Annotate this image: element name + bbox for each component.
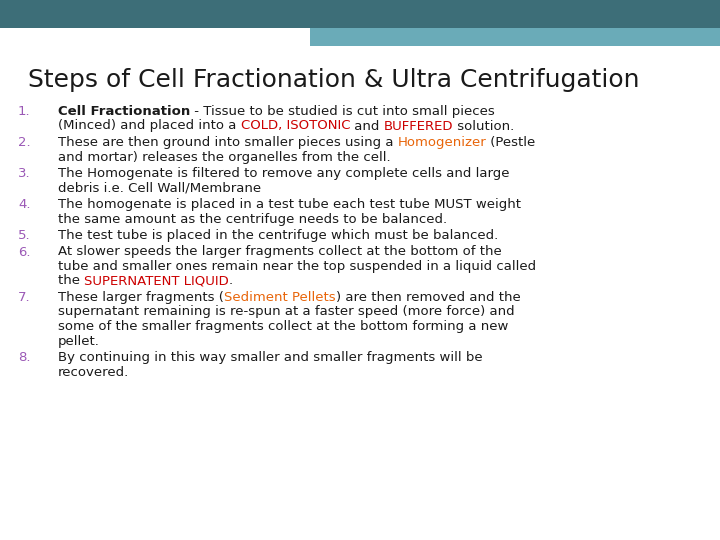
Bar <box>0 0 720 28</box>
Text: recovered.: recovered. <box>58 366 130 379</box>
Text: some of the smaller fragments collect at the bottom forming a new: some of the smaller fragments collect at… <box>58 320 508 333</box>
Text: (Pestle: (Pestle <box>487 136 536 149</box>
Text: BUFFERED: BUFFERED <box>384 119 454 132</box>
Text: solution.: solution. <box>454 119 515 132</box>
Text: Cell Fractionation: Cell Fractionation <box>58 105 190 118</box>
Text: the: the <box>58 274 84 287</box>
Text: pellet.: pellet. <box>58 334 100 348</box>
Text: tube and smaller ones remain near the top suspended in a liquid called: tube and smaller ones remain near the to… <box>58 260 536 273</box>
Text: By continuing in this way smaller and smaller fragments will be: By continuing in this way smaller and sm… <box>58 351 482 364</box>
Text: These are then ground into smaller pieces using a: These are then ground into smaller piece… <box>58 136 397 149</box>
Bar <box>310 28 720 46</box>
Text: These larger fragments (: These larger fragments ( <box>58 291 224 304</box>
Text: and: and <box>350 119 384 132</box>
Text: the same amount as the centrifuge needs to be balanced.: the same amount as the centrifuge needs … <box>58 213 447 226</box>
Text: The test tube is placed in the centrifuge which must be balanced.: The test tube is placed in the centrifug… <box>58 229 498 242</box>
Text: 7.: 7. <box>18 291 31 304</box>
Text: (Minced) and placed into a: (Minced) and placed into a <box>58 119 240 132</box>
Text: ) are then removed and the: ) are then removed and the <box>336 291 521 304</box>
Text: Sediment Pellets: Sediment Pellets <box>224 291 336 304</box>
Text: 6.: 6. <box>18 246 30 259</box>
Text: Homogenizer: Homogenizer <box>397 136 487 149</box>
Text: 5.: 5. <box>18 229 31 242</box>
Text: 2.: 2. <box>18 136 31 149</box>
Text: - Tissue to be studied is cut into small pieces: - Tissue to be studied is cut into small… <box>190 105 495 118</box>
Text: Steps of Cell Fractionation & Ultra Centrifugation: Steps of Cell Fractionation & Ultra Cent… <box>28 68 639 92</box>
Text: supernatant remaining is re-spun at a faster speed (more force) and: supernatant remaining is re-spun at a fa… <box>58 306 515 319</box>
Text: debris i.e. Cell Wall/Membrane: debris i.e. Cell Wall/Membrane <box>58 181 261 194</box>
Text: COLD, ISOTONIC: COLD, ISOTONIC <box>240 119 350 132</box>
Text: 3.: 3. <box>18 167 31 180</box>
Text: 1.: 1. <box>18 105 31 118</box>
Text: 8.: 8. <box>18 351 30 364</box>
Text: The Homogenate is filtered to remove any complete cells and large: The Homogenate is filtered to remove any… <box>58 167 510 180</box>
Text: and mortar) releases the organelles from the cell.: and mortar) releases the organelles from… <box>58 151 391 164</box>
Text: SUPERNATENT LIQUID: SUPERNATENT LIQUID <box>84 274 229 287</box>
Text: At slower speeds the larger fragments collect at the bottom of the: At slower speeds the larger fragments co… <box>58 246 502 259</box>
Text: .: . <box>229 274 233 287</box>
Text: 4.: 4. <box>18 198 30 211</box>
Text: The homogenate is placed in a test tube each test tube MUST weight: The homogenate is placed in a test tube … <box>58 198 521 211</box>
